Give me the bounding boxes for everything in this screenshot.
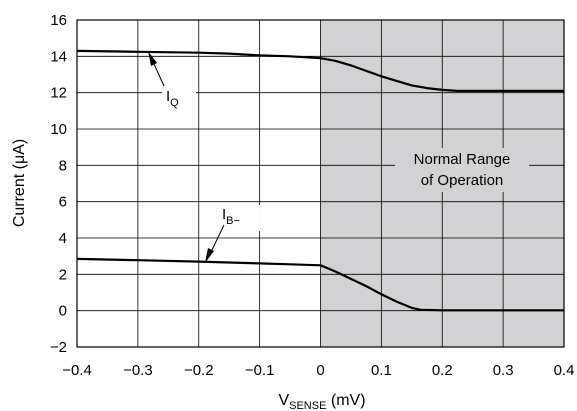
x-axis-title: VSENSE (mV) (278, 392, 365, 411)
iq-series-line (76, 49, 564, 92)
y-tick-label: 10 (50, 121, 67, 138)
x-tick-label: 0.3 (493, 362, 514, 379)
x-tick-label: −0.2 (184, 362, 214, 379)
iq-label: IQ (166, 88, 179, 109)
ib-label: IB− (222, 206, 240, 227)
series-lines (76, 49, 564, 312)
iq-label-background (162, 84, 196, 110)
normal-range-label-box (395, 148, 529, 192)
y-tick-labels: −2 0 2 4 6 8 10 12 14 16 (50, 12, 67, 356)
normal-range-label-line2: of Operation (421, 172, 504, 189)
x-tick-label: −0.1 (245, 362, 275, 379)
ib-series-line (76, 257, 564, 312)
x-tick-label: −0.3 (123, 362, 153, 379)
y-axis-title: Current (μA) (11, 139, 28, 227)
x-tick-label: 0 (316, 362, 324, 379)
normal-range-label-line1: Normal Range (414, 151, 511, 168)
iq-label-sub: Q (170, 97, 179, 109)
y-tick-label: 6 (59, 194, 67, 211)
iq-arrow-line (153, 63, 165, 87)
x-axis-title-unit: (mV) (326, 392, 365, 409)
y-tick-label: 14 (50, 48, 67, 65)
y-tick-label: 2 (59, 266, 67, 283)
x-tick-label: 0.4 (554, 362, 575, 379)
x-axis-title-main: V (278, 392, 289, 409)
y-tick-label: 0 (59, 303, 67, 320)
iq-arrowhead (148, 51, 157, 66)
iq-label-main: I (166, 88, 170, 105)
ib-label-background (220, 205, 260, 231)
y-tick-label: 4 (59, 230, 67, 247)
ib-arrowhead (205, 248, 214, 263)
x-axis-title-sub: SENSE (289, 400, 326, 411)
y-tick-label: −2 (50, 339, 67, 356)
x-tick-label: 0.1 (371, 362, 392, 379)
ib-arrow-line (211, 224, 225, 251)
x-tick-labels: −0.4 −0.3 −0.2 −0.1 0 0.1 0.2 0.3 0.4 (62, 362, 574, 379)
ib-label-main: I (222, 206, 226, 223)
y-tick-label: 12 (50, 85, 67, 102)
y-tick-label: 16 (50, 12, 67, 29)
x-tick-label: −0.4 (62, 362, 92, 379)
ib-label-sub: B− (226, 215, 240, 227)
plot-frame (76, 19, 565, 348)
y-tick-label: 8 (59, 157, 67, 174)
x-tick-label: 0.2 (432, 362, 453, 379)
